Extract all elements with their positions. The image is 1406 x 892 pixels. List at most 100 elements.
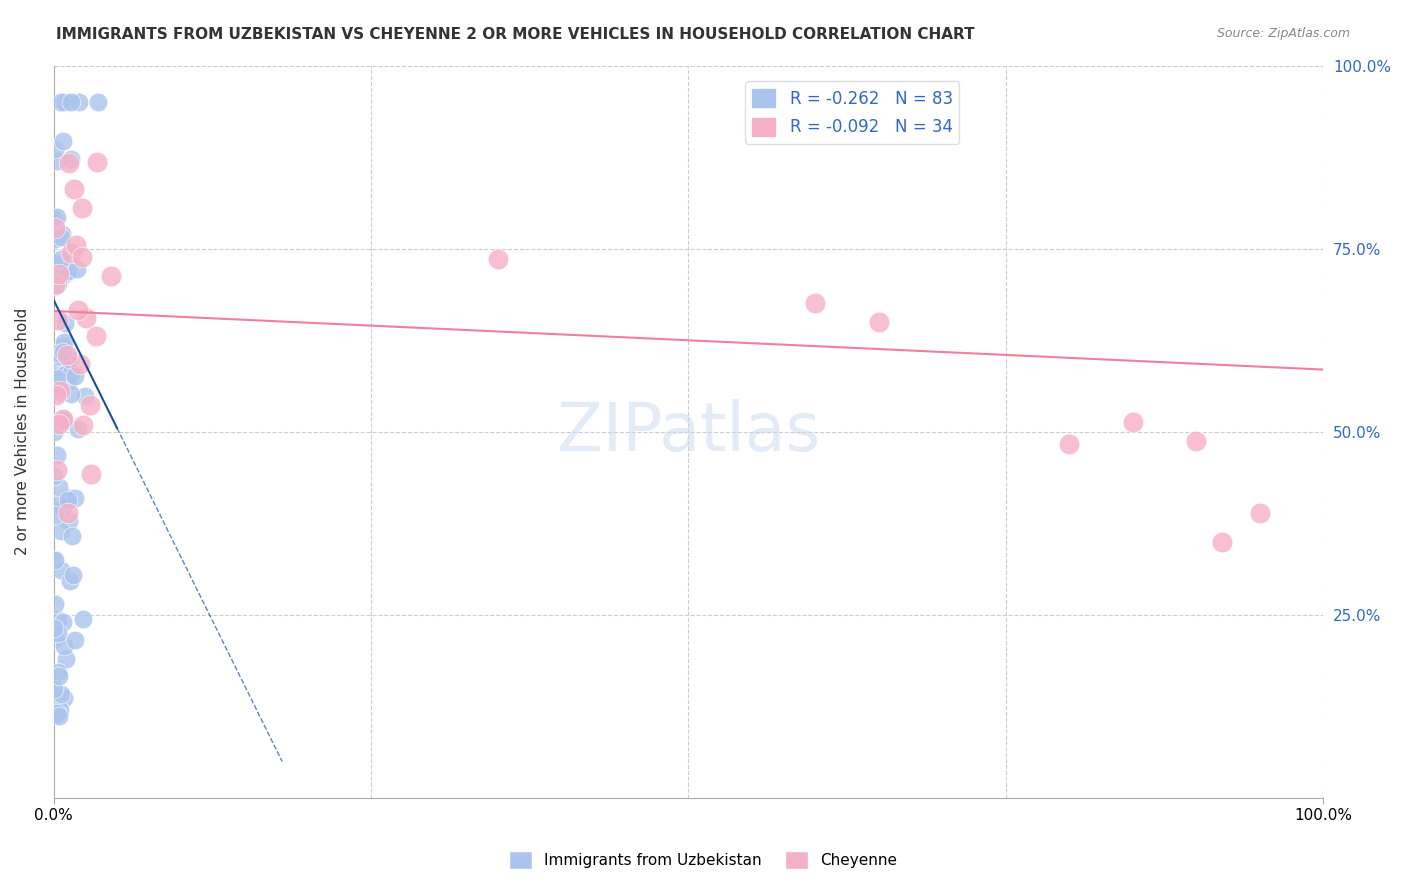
Point [49, 230, 72, 244]
Point [100, 268, 122, 283]
Point [45, 350, 67, 364]
Point [60, 95, 83, 110]
Point [60, 529, 83, 543]
Point [58, 156, 80, 170]
Point [66, 421, 89, 435]
Point [59, 366, 82, 380]
Point [73, 389, 96, 403]
Point [46, 313, 69, 327]
Point [44, 707, 66, 722]
Point [52, 345, 75, 359]
Point [55, 348, 77, 362]
Point [44, 425, 66, 440]
Point [52, 615, 75, 630]
Point [52, 134, 75, 148]
Point [86, 154, 108, 169]
Point [46, 665, 69, 680]
Point [46, 463, 69, 477]
Point [48, 417, 70, 431]
Point [58, 351, 80, 366]
Point [66, 262, 89, 277]
Point [51, 227, 73, 241]
Point [46, 154, 69, 169]
Point [45, 375, 67, 389]
Point [72, 612, 94, 626]
Point [56, 264, 79, 278]
Point [51, 412, 73, 426]
Point [49, 563, 72, 577]
Legend: Immigrants from Uzbekistan, Cheyenne: Immigrants from Uzbekistan, Cheyenne [503, 845, 903, 875]
Point [87, 95, 110, 110]
Point [63, 369, 86, 384]
Point [70, 201, 93, 215]
Point [52, 335, 75, 350]
Point [44, 277, 66, 292]
Point [44, 553, 66, 567]
Point [46, 448, 69, 462]
Point [44, 597, 66, 611]
Point [46, 277, 69, 291]
Point [46, 358, 69, 372]
Point [66, 303, 89, 318]
Point [52, 339, 75, 353]
Point [52, 268, 75, 282]
Text: ZIPatlas: ZIPatlas [557, 399, 820, 465]
Point [44, 221, 66, 235]
Point [63, 632, 86, 647]
Text: IMMIGRANTS FROM UZBEKISTAN VS CHEYENNE 2 OR MORE VEHICLES IN HOUSEHOLD CORRELATI: IMMIGRANTS FROM UZBEKISTAN VS CHEYENNE 2… [56, 27, 974, 42]
Point [58, 493, 80, 508]
Point [486, 252, 509, 267]
Point [48, 669, 70, 683]
Point [44, 681, 66, 696]
Point [44, 142, 66, 156]
Point [60, 152, 83, 166]
Point [45, 371, 67, 385]
Point [804, 295, 827, 310]
Point [1059, 437, 1081, 451]
Point [44, 553, 66, 567]
Point [59, 246, 82, 260]
Point [1185, 434, 1208, 449]
Point [52, 691, 75, 706]
Point [59, 386, 82, 401]
Point [44, 232, 66, 246]
Point [80, 467, 103, 481]
Y-axis label: 2 or more Vehicles in Household: 2 or more Vehicles in Household [15, 309, 30, 556]
Point [44, 255, 66, 269]
Point [49, 349, 72, 363]
Point [46, 613, 69, 627]
Point [67, 95, 90, 110]
Point [70, 251, 93, 265]
Point [48, 703, 70, 717]
Point [56, 491, 79, 505]
Point [58, 514, 80, 528]
Point [44, 508, 66, 522]
Point [65, 491, 87, 506]
Point [53, 95, 76, 110]
Point [55, 352, 77, 367]
Point [52, 639, 75, 653]
Point [48, 267, 70, 281]
Point [59, 574, 82, 589]
Point [48, 709, 70, 723]
Point [868, 315, 890, 329]
Point [46, 706, 69, 721]
Point [49, 687, 72, 701]
Point [56, 506, 79, 520]
Legend: R = -0.262   N = 83, R = -0.092   N = 34: R = -0.262 N = 83, R = -0.092 N = 34 [745, 81, 959, 144]
Point [49, 95, 72, 110]
Point [69, 357, 91, 371]
Point [52, 413, 75, 427]
Point [51, 252, 73, 266]
Point [1211, 534, 1233, 549]
Point [1122, 415, 1144, 429]
Point [46, 626, 69, 640]
Point [79, 398, 101, 412]
Point [48, 480, 70, 494]
Point [1249, 507, 1271, 521]
Point [45, 371, 67, 385]
Point [46, 346, 69, 360]
Point [52, 412, 75, 426]
Point [48, 380, 70, 394]
Point [48, 384, 70, 398]
